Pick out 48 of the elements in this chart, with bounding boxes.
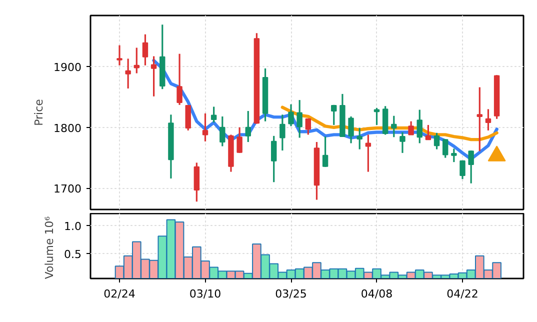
candlestick bbox=[348, 116, 354, 144]
candlestick bbox=[220, 116, 226, 148]
candlestick bbox=[451, 148, 457, 163]
candlestick bbox=[356, 127, 362, 150]
candlestick bbox=[270, 135, 277, 183]
x-tick-label: 04/22 bbox=[446, 288, 478, 300]
y-tick-label: 1800 bbox=[54, 122, 82, 135]
y-tick-label: 1.0 bbox=[64, 220, 82, 233]
candlestick bbox=[194, 162, 200, 202]
y-axis-title: Price bbox=[32, 98, 46, 126]
candlestick bbox=[468, 150, 474, 184]
candlestick bbox=[280, 114, 286, 152]
candlestick bbox=[460, 160, 466, 180]
candlestick bbox=[442, 138, 448, 159]
candlestick bbox=[400, 131, 406, 154]
candlestick bbox=[391, 115, 397, 138]
candlestick bbox=[142, 34, 148, 66]
candlestick bbox=[236, 126, 242, 154]
candlestick bbox=[374, 107, 380, 126]
candlestick bbox=[408, 120, 414, 136]
candlestick bbox=[365, 134, 372, 173]
candlestick bbox=[425, 124, 432, 140]
candlestick bbox=[210, 106, 217, 124]
candlestick bbox=[288, 103, 294, 127]
candlestick bbox=[416, 108, 422, 144]
x-tick-label: 03/10 bbox=[189, 288, 222, 300]
candlestick bbox=[331, 104, 337, 126]
y-axis-title: Volume 10⁶ bbox=[43, 216, 56, 280]
candlestick bbox=[485, 108, 492, 132]
candlestick bbox=[476, 86, 483, 152]
y-tick-label: 1900 bbox=[54, 61, 82, 74]
y-tick-label: 0.5 bbox=[64, 248, 82, 262]
candlestick bbox=[202, 112, 208, 142]
candlestick bbox=[125, 58, 131, 90]
x-tick-label: 04/08 bbox=[360, 288, 393, 300]
x-tick-label: 03/25 bbox=[275, 288, 307, 300]
candlestick bbox=[245, 110, 251, 143]
candlestick bbox=[322, 136, 328, 168]
candlestick bbox=[296, 99, 302, 139]
candlestick bbox=[176, 53, 182, 106]
candlestick bbox=[185, 104, 191, 132]
y-tick-label: 1700 bbox=[54, 182, 82, 196]
candlestick bbox=[116, 44, 122, 66]
candlestick bbox=[305, 118, 312, 136]
x-tick-label: 02/24 bbox=[104, 288, 136, 300]
candlestick bbox=[150, 55, 157, 98]
candlestick bbox=[134, 46, 140, 74]
candlestick bbox=[434, 132, 440, 150]
